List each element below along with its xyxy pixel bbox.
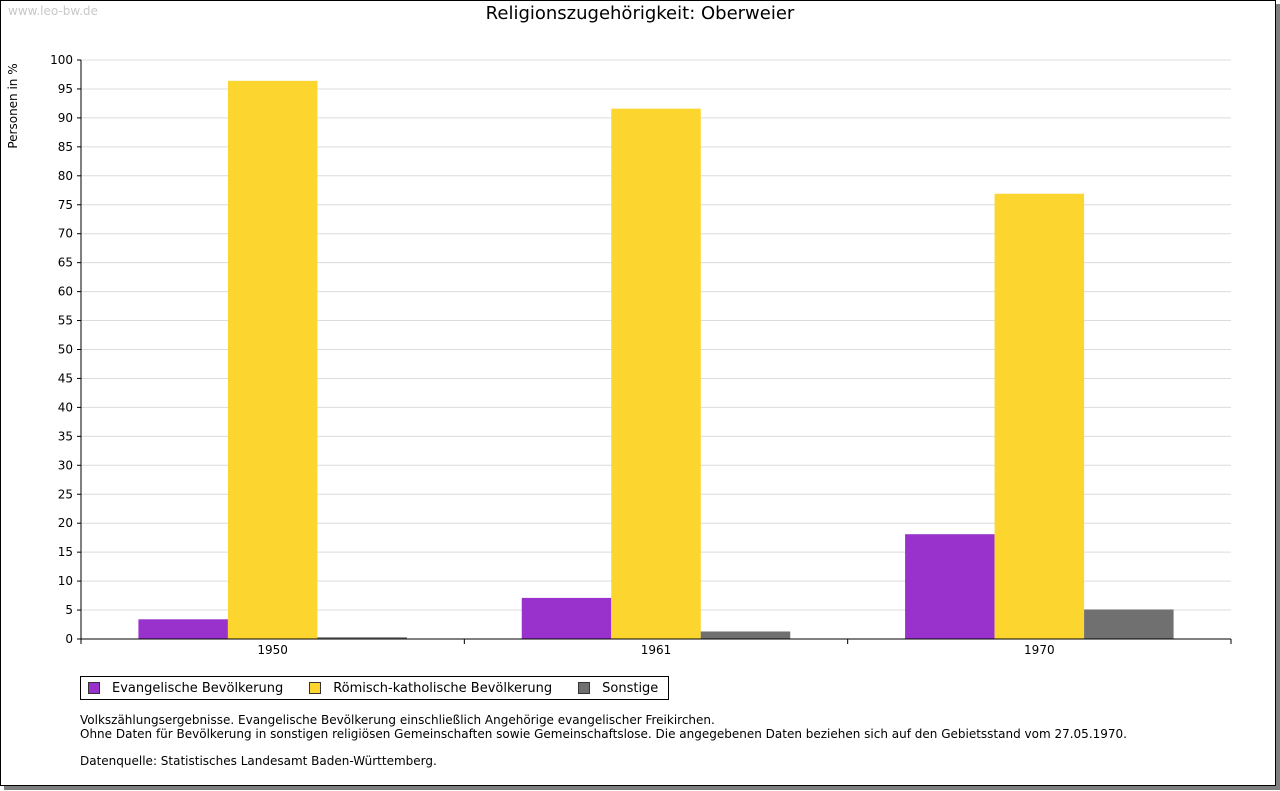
watermark: www.leo-bw.de [8, 4, 98, 18]
bar-1961-series-0 [521, 597, 612, 639]
y-tick-label: 60 [58, 285, 73, 299]
legend-label: Römisch-katholische Bevölkerung [333, 680, 553, 696]
legend-item-katholisch: Römisch-katholische Bevölkerung [309, 681, 552, 696]
y-tick-label: 0 [65, 632, 73, 646]
footnote-line-1: Volkszählungsergebnisse. Evangelische Be… [80, 713, 715, 727]
legend-label: Sonstige [602, 680, 659, 696]
legend-item-evangelisch: Evangelische Bevölkerung [88, 681, 283, 696]
y-tick-label: 35 [58, 429, 73, 443]
x-tick-label: 1950 [257, 643, 288, 657]
y-tick-label: 25 [58, 487, 73, 501]
y-tick-label: 10 [58, 574, 73, 588]
y-tick-label: 55 [58, 314, 73, 328]
y-tick-label: 75 [58, 198, 73, 212]
chart-title: Religionszugehörigkeit: Oberweier [485, 3, 795, 24]
y-tick-label: 85 [58, 140, 73, 154]
legend-swatch [88, 682, 100, 694]
bar-1970-series-0 [905, 534, 995, 639]
bar-1950-series-1 [227, 80, 318, 640]
legend-swatch [578, 682, 591, 694]
y-tick-label: 100 [50, 53, 73, 67]
y-tick-label: 30 [58, 458, 73, 472]
legend-label: Evangelische Bevölkerung [112, 680, 284, 696]
data-source: Datenquelle: Statistisches Landesamt Bad… [80, 754, 437, 768]
legend: Evangelische Bevölkerung Römisch-katholi… [80, 676, 670, 700]
bar-1950-series-0 [138, 619, 228, 639]
bar-1961-series-1 [611, 108, 701, 640]
y-tick-label: 20 [58, 516, 73, 530]
y-tick-label: 5 [65, 603, 73, 617]
x-tick-label: 1970 [1024, 643, 1055, 657]
bar-1970-series-1 [994, 193, 1085, 639]
y-tick-label: 65 [58, 256, 73, 270]
bar-1950-series-2 [317, 637, 407, 639]
bar-1970-series-2 [1084, 609, 1174, 639]
y-tick-label: 90 [58, 111, 73, 125]
y-tick-label: 95 [58, 82, 73, 96]
legend-item-sonstige: Sonstige [578, 681, 658, 696]
bar-1961-series-2 [700, 631, 791, 639]
y-tick-label: 45 [58, 371, 73, 385]
y-tick-label: 40 [58, 400, 73, 414]
y-tick-label: 15 [58, 545, 73, 559]
y-tick-label: 80 [58, 169, 73, 183]
y-tick-label: 50 [58, 343, 73, 357]
footnote-line-2: Ohne Daten für Bevölkerung in sonstigen … [80, 727, 1127, 741]
footnotes: Volkszählungsergebnisse. Evangelische Be… [80, 713, 1127, 768]
y-tick-label: 70 [58, 227, 73, 241]
x-tick-label: 1961 [641, 643, 672, 657]
legend-swatch [309, 682, 322, 694]
